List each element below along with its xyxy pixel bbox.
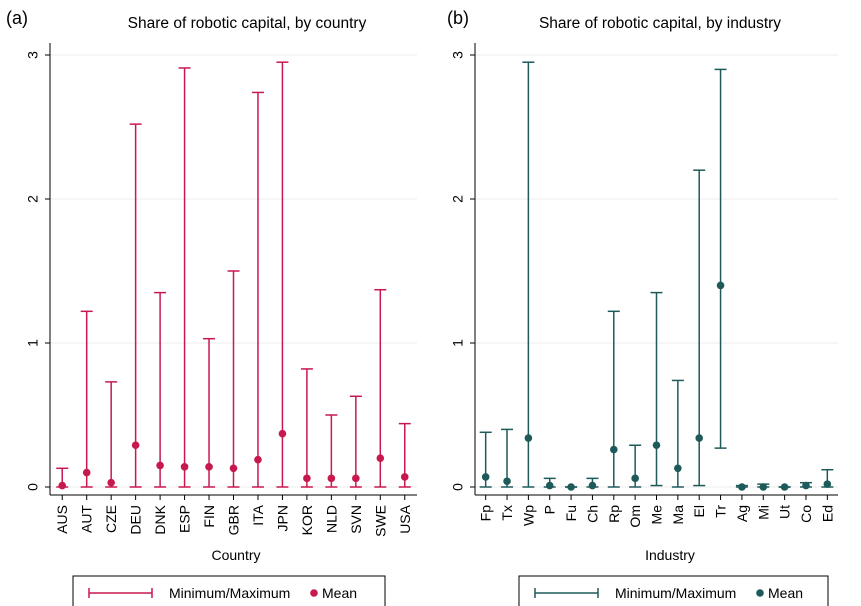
x-tick-label: Ma	[670, 505, 686, 525]
mean-point-DEU	[131, 441, 140, 450]
mean-point-CZE	[107, 478, 115, 487]
x-tick-label: DEU	[128, 505, 144, 535]
legend-mean-swatch	[310, 589, 318, 597]
mean-point-Tx	[503, 477, 511, 486]
mean-point-USA	[400, 473, 409, 481]
legend-range-label: Minimum/Maximum	[615, 585, 736, 601]
x-tick-label: Me	[649, 505, 665, 525]
chart-panel-1: (a) Share of robotic capital, by country 0…	[6, 8, 417, 606]
x-tick-label: AUS	[54, 505, 70, 534]
mean-point-Ut	[780, 483, 789, 491]
legend-mean-label: Mean	[322, 585, 357, 601]
x-tick-label: P	[542, 505, 558, 514]
mean-point-Ma	[674, 464, 682, 473]
x-tick-label: SWE	[372, 505, 388, 537]
x-tick-label: KOR	[299, 505, 315, 535]
panel-label: (a)	[6, 8, 28, 28]
x-tick-label: El	[691, 505, 707, 517]
mean-point-ESP	[180, 463, 189, 471]
y-tick-label: 2	[25, 195, 41, 203]
chart-panel-2: (b) Share of robotic capital, by industry…	[447, 8, 838, 606]
mean-point-NLD	[327, 474, 336, 483]
x-axis-title: Country	[211, 547, 260, 563]
mean-point-ITA	[254, 455, 262, 464]
x-tick-label: Fp	[478, 505, 494, 522]
mean-point-Me	[652, 441, 661, 450]
mean-point-SVN	[352, 474, 360, 483]
y-tick-label: 1	[450, 339, 466, 347]
mean-point-FIN	[205, 463, 213, 471]
mean-point-KOR	[303, 474, 311, 483]
x-tick-label: FIN	[201, 505, 217, 528]
y-tick-label: 3	[25, 51, 41, 59]
mean-point-Ch	[588, 481, 597, 490]
x-tick-label: NLD	[323, 505, 339, 533]
x-tick-label: Fu	[563, 505, 579, 521]
x-axis-title: Industry	[645, 547, 695, 563]
x-tick-label: Ed	[819, 505, 835, 522]
mean-point-P	[545, 481, 554, 490]
mean-point-AUT	[82, 468, 91, 477]
x-tick-label: Tx	[499, 505, 515, 521]
x-tick-label: Ut	[777, 505, 793, 519]
mean-point-AUS	[58, 481, 67, 490]
mean-point-Om	[631, 474, 639, 483]
x-tick-label: Rp	[606, 505, 622, 523]
x-tick-label: ITA	[250, 504, 266, 525]
x-tick-label: GBR	[226, 505, 242, 535]
legend-range-label: Minimum/Maximum	[169, 585, 290, 601]
mean-point-Ag	[738, 483, 746, 491]
mean-point-SWE	[376, 454, 385, 463]
mean-point-JPN	[278, 429, 287, 438]
x-tick-label: Mi	[755, 505, 771, 520]
mean-point-Ed	[823, 480, 832, 488]
y-tick-label: 1	[25, 339, 41, 347]
legend: Minimum/Maximum Mean	[518, 575, 829, 606]
x-tick-label: SVN	[348, 505, 364, 534]
x-tick-label: CZE	[103, 505, 119, 533]
x-tick-label: AUT	[79, 505, 95, 533]
y-tick-label: 0	[450, 483, 466, 491]
y-tick-label: 2	[450, 195, 466, 203]
x-tick-label: JPN	[274, 505, 290, 531]
mean-point-El	[695, 434, 704, 442]
mean-point-Co	[802, 481, 810, 490]
mean-point-Tr	[716, 281, 725, 290]
x-tick-label: USA	[397, 504, 413, 533]
y-tick-label: 0	[25, 483, 41, 491]
legend-box	[72, 575, 386, 606]
legend-mean-label: Mean	[768, 585, 803, 601]
x-tick-label: Wp	[520, 505, 536, 526]
mean-point-GBR	[229, 464, 238, 473]
mean-point-DNK	[156, 461, 164, 470]
mean-point-Fp	[481, 473, 490, 481]
x-tick-label: ESP	[177, 505, 193, 533]
chart-title: Share of robotic capital, by country	[128, 15, 367, 32]
x-tick-label: DNK	[152, 504, 168, 534]
mean-point-Wp	[524, 434, 533, 442]
chart-title: Share of robotic capital, by industry	[539, 15, 781, 32]
x-tick-label: Ag	[734, 505, 750, 522]
x-tick-label: Co	[798, 505, 814, 523]
x-tick-label: Ch	[584, 505, 600, 523]
mean-point-Rp	[609, 445, 618, 454]
x-tick-label: Tr	[713, 505, 729, 518]
mean-point-Mi	[759, 483, 768, 491]
legend-mean-swatch	[756, 589, 764, 597]
mean-point-Fu	[567, 483, 575, 491]
legend: Minimum/Maximum Mean	[72, 575, 386, 606]
legend-box	[518, 575, 829, 606]
panel-label: (b)	[447, 8, 469, 28]
y-tick-label: 3	[450, 51, 466, 59]
x-tick-label: Om	[627, 505, 643, 528]
